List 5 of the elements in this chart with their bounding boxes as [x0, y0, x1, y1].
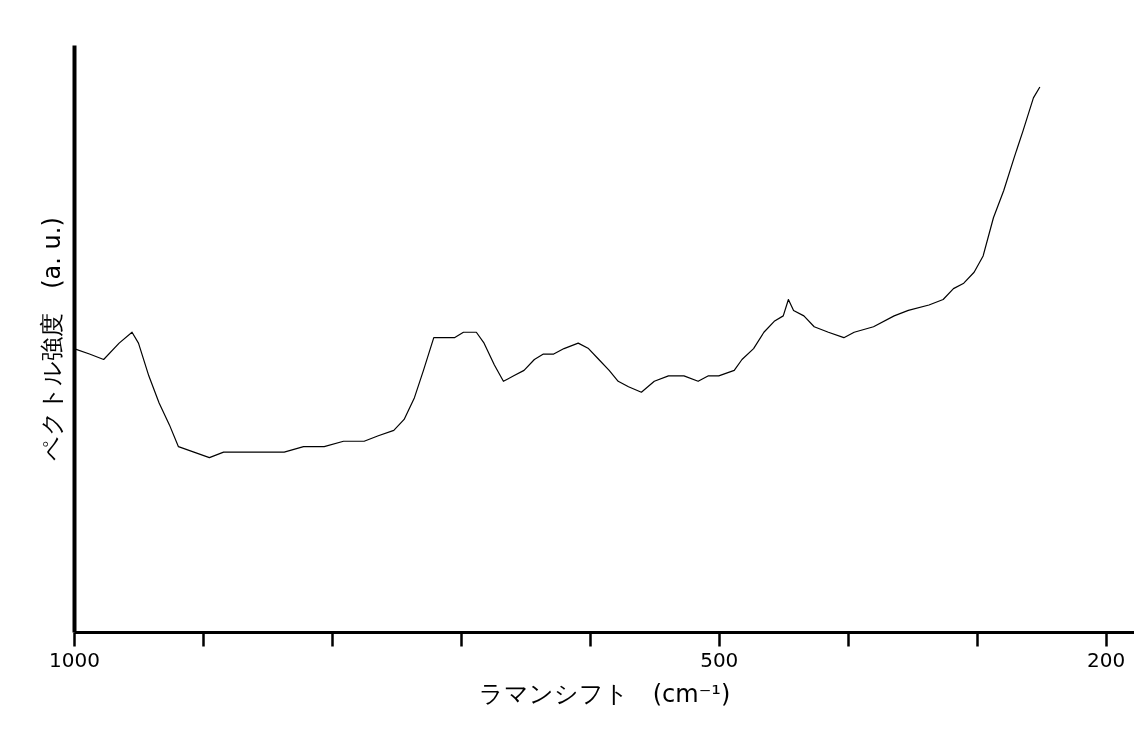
y-axis-title: ペクトル強度 (a. u.) [37, 217, 66, 461]
x-tick-label: 500 [700, 647, 739, 672]
x-tick-label: 1000 [49, 647, 100, 672]
x-tick-label: 200 [1087, 647, 1126, 672]
x-axis-title: ラマンシフト (cm⁻¹) [478, 679, 731, 708]
